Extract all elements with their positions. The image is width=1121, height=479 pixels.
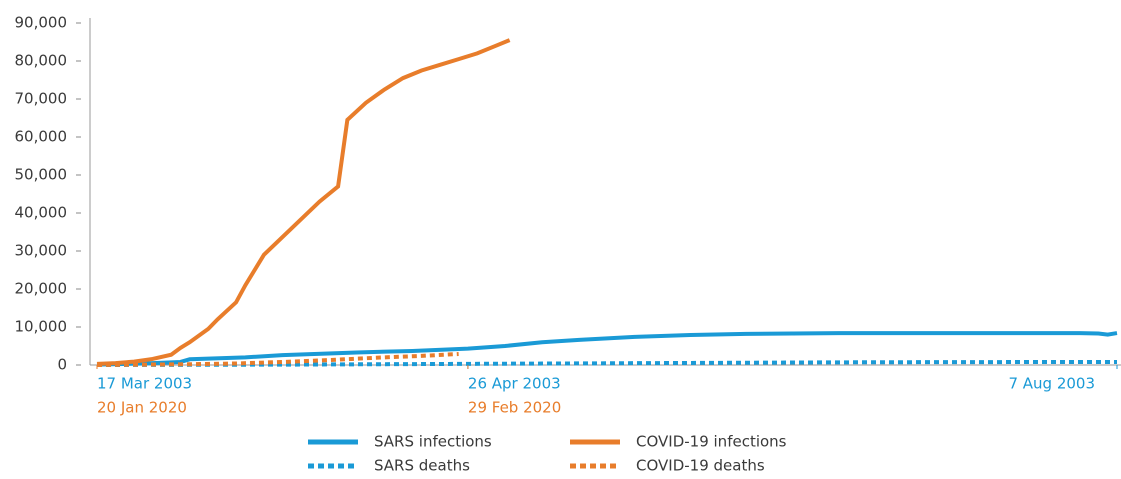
y-tick-label: 50,000	[15, 166, 68, 184]
legend-label: COVID-19 infections	[636, 433, 787, 451]
y-tick-label: 20,000	[15, 280, 68, 298]
y-tick-label: 30,000	[15, 242, 68, 260]
legend-label: SARS infections	[374, 433, 492, 451]
legend-label: COVID-19 deaths	[636, 457, 765, 475]
y-tick-label: 10,000	[15, 318, 68, 336]
dashed-line	[96, 351, 459, 367]
y-tick-label: 70,000	[15, 90, 68, 108]
x-tick-label: 17 Mar 2003	[97, 375, 192, 393]
x-tick-label: 26 Apr 2003	[468, 375, 561, 393]
dashed-line	[96, 359, 1118, 367]
y-tick-label: 40,000	[15, 204, 68, 222]
y-tick-label: 80,000	[15, 52, 68, 70]
line	[96, 331, 1118, 367]
x-tick-label: 7 Aug 2003	[1008, 375, 1095, 393]
line	[96, 38, 511, 366]
y-tick-label: 0	[57, 356, 67, 374]
x-tick-label: 29 Feb 2020	[468, 399, 561, 417]
y-tick-label: 60,000	[15, 128, 68, 146]
y-tick-label: 90,000	[15, 14, 68, 32]
x-tick-label: 20 Jan 2020	[97, 399, 187, 417]
legend-label: SARS deaths	[374, 457, 470, 475]
